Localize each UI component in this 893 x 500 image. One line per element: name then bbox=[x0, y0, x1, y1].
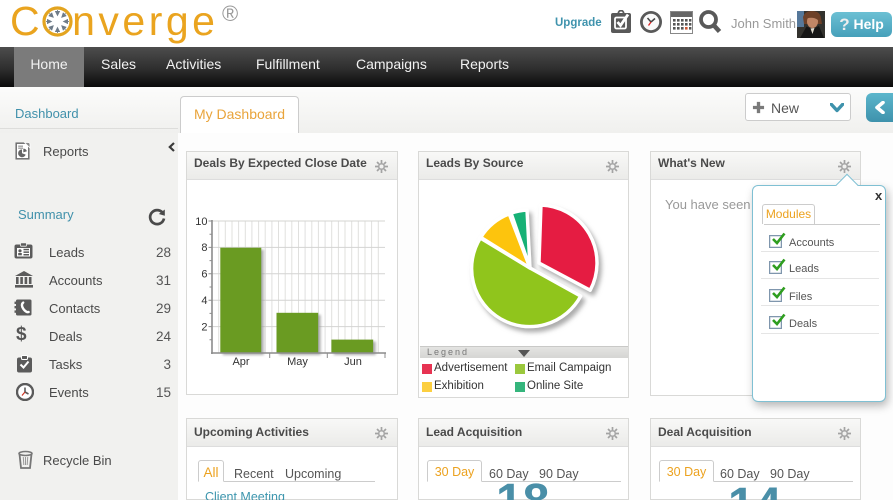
svg-text:Apr: Apr bbox=[232, 356, 249, 368]
svg-text:10: 10 bbox=[195, 216, 207, 228]
svg-text:May: May bbox=[287, 356, 308, 368]
svg-text:4: 4 bbox=[201, 295, 207, 307]
svg-text:Jun: Jun bbox=[344, 356, 362, 368]
svg-text:8: 8 bbox=[201, 242, 207, 254]
svg-text:2: 2 bbox=[201, 321, 207, 333]
svg-text:6: 6 bbox=[201, 269, 207, 281]
